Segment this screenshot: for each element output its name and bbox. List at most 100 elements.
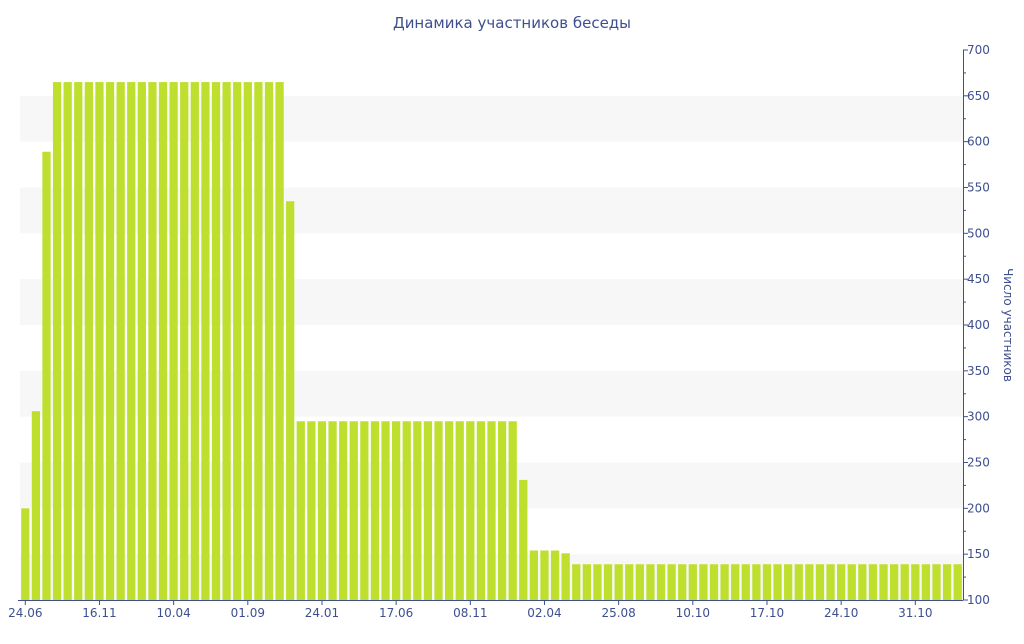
bar xyxy=(328,421,337,600)
bar xyxy=(667,564,676,600)
bar xyxy=(105,82,115,600)
bar xyxy=(529,550,539,600)
bar xyxy=(455,421,464,600)
bar xyxy=(932,564,941,600)
bar xyxy=(74,82,83,600)
bar xyxy=(572,564,581,600)
bar xyxy=(254,82,263,600)
bar xyxy=(243,82,252,600)
bar xyxy=(42,151,51,600)
y-tick-label: 700 xyxy=(967,43,990,57)
bar xyxy=(953,564,962,600)
bar xyxy=(137,82,146,600)
x-axis: 24.06 16.11 10.04 01.09 24.01 17.06 08.11 02.04… xyxy=(8,600,963,620)
bar xyxy=(625,564,634,600)
bar xyxy=(890,564,899,600)
bar xyxy=(392,421,401,600)
bar xyxy=(508,421,517,600)
bar xyxy=(190,82,199,600)
bar xyxy=(317,421,327,600)
bar xyxy=(837,564,846,600)
bar xyxy=(402,421,411,600)
bar xyxy=(360,421,369,600)
y-tick-label: 450 xyxy=(967,272,990,286)
bar xyxy=(413,421,422,600)
bar xyxy=(603,564,613,600)
bar xyxy=(444,421,454,600)
bar xyxy=(709,564,719,600)
bar xyxy=(476,421,486,600)
bar xyxy=(731,564,740,600)
bar xyxy=(423,421,433,600)
bar xyxy=(63,82,72,600)
x-tick-label: 24.10 xyxy=(824,606,858,620)
x-tick-label: 17.06 xyxy=(379,606,413,620)
y-tick-label: 150 xyxy=(967,547,990,561)
x-tick-label: 10.04 xyxy=(156,606,190,620)
bar xyxy=(858,564,867,600)
y-tick-label: 500 xyxy=(967,226,990,240)
bar xyxy=(307,421,316,600)
bar xyxy=(805,564,814,600)
bar xyxy=(540,550,549,600)
bar xyxy=(646,564,655,600)
x-tick-label: 10.10 xyxy=(676,606,710,620)
bar xyxy=(921,564,931,600)
bar xyxy=(95,82,104,600)
bar xyxy=(879,564,888,600)
y-tick-label: 300 xyxy=(967,410,990,424)
bars-group xyxy=(21,82,962,600)
y-tick-label: 350 xyxy=(967,364,990,378)
x-tick-label: 01.09 xyxy=(231,606,265,620)
y-tick-label: 100 xyxy=(967,593,990,607)
bar xyxy=(233,82,242,600)
y-axis: 100 150 200 250 300 350 400 450 500 550 600 650 700 xyxy=(963,43,990,607)
y-axis-label: Число участников xyxy=(1001,268,1015,382)
bar xyxy=(21,508,30,600)
bar xyxy=(211,82,221,600)
bar xyxy=(286,201,295,600)
bar xyxy=(794,564,803,600)
y-tick-label: 600 xyxy=(967,135,990,149)
bar xyxy=(773,564,782,600)
x-tick-label: 02.04 xyxy=(527,606,561,620)
bar xyxy=(815,564,825,600)
bar xyxy=(900,564,909,600)
bar xyxy=(561,553,570,600)
bar xyxy=(84,82,93,600)
bar xyxy=(275,82,284,600)
bar xyxy=(784,564,793,600)
bar xyxy=(699,564,708,600)
bar xyxy=(339,421,348,600)
x-tick-label: 25.08 xyxy=(601,606,635,620)
bar xyxy=(180,82,189,600)
bar xyxy=(593,564,602,600)
bar xyxy=(349,421,358,600)
bar xyxy=(201,82,210,600)
bar xyxy=(656,564,666,600)
bar xyxy=(52,82,62,600)
bar xyxy=(847,564,856,600)
bar xyxy=(127,82,136,600)
bar xyxy=(296,421,305,600)
bar xyxy=(169,82,178,600)
bar xyxy=(381,421,390,600)
y-tick-label: 650 xyxy=(967,89,990,103)
bar xyxy=(614,564,623,600)
bar xyxy=(688,564,697,600)
y-tick-label: 250 xyxy=(967,456,990,470)
bar xyxy=(826,564,835,600)
bar xyxy=(911,564,920,600)
bar xyxy=(752,564,761,600)
bar xyxy=(868,564,878,600)
x-tick-label: 24.06 xyxy=(8,606,42,620)
x-tick-label: 16.11 xyxy=(82,606,116,620)
bar xyxy=(762,564,772,600)
bar xyxy=(264,82,274,600)
bar xyxy=(519,479,528,600)
bar xyxy=(678,564,687,600)
bar xyxy=(222,82,231,600)
bar xyxy=(370,421,380,600)
bar xyxy=(550,550,560,600)
